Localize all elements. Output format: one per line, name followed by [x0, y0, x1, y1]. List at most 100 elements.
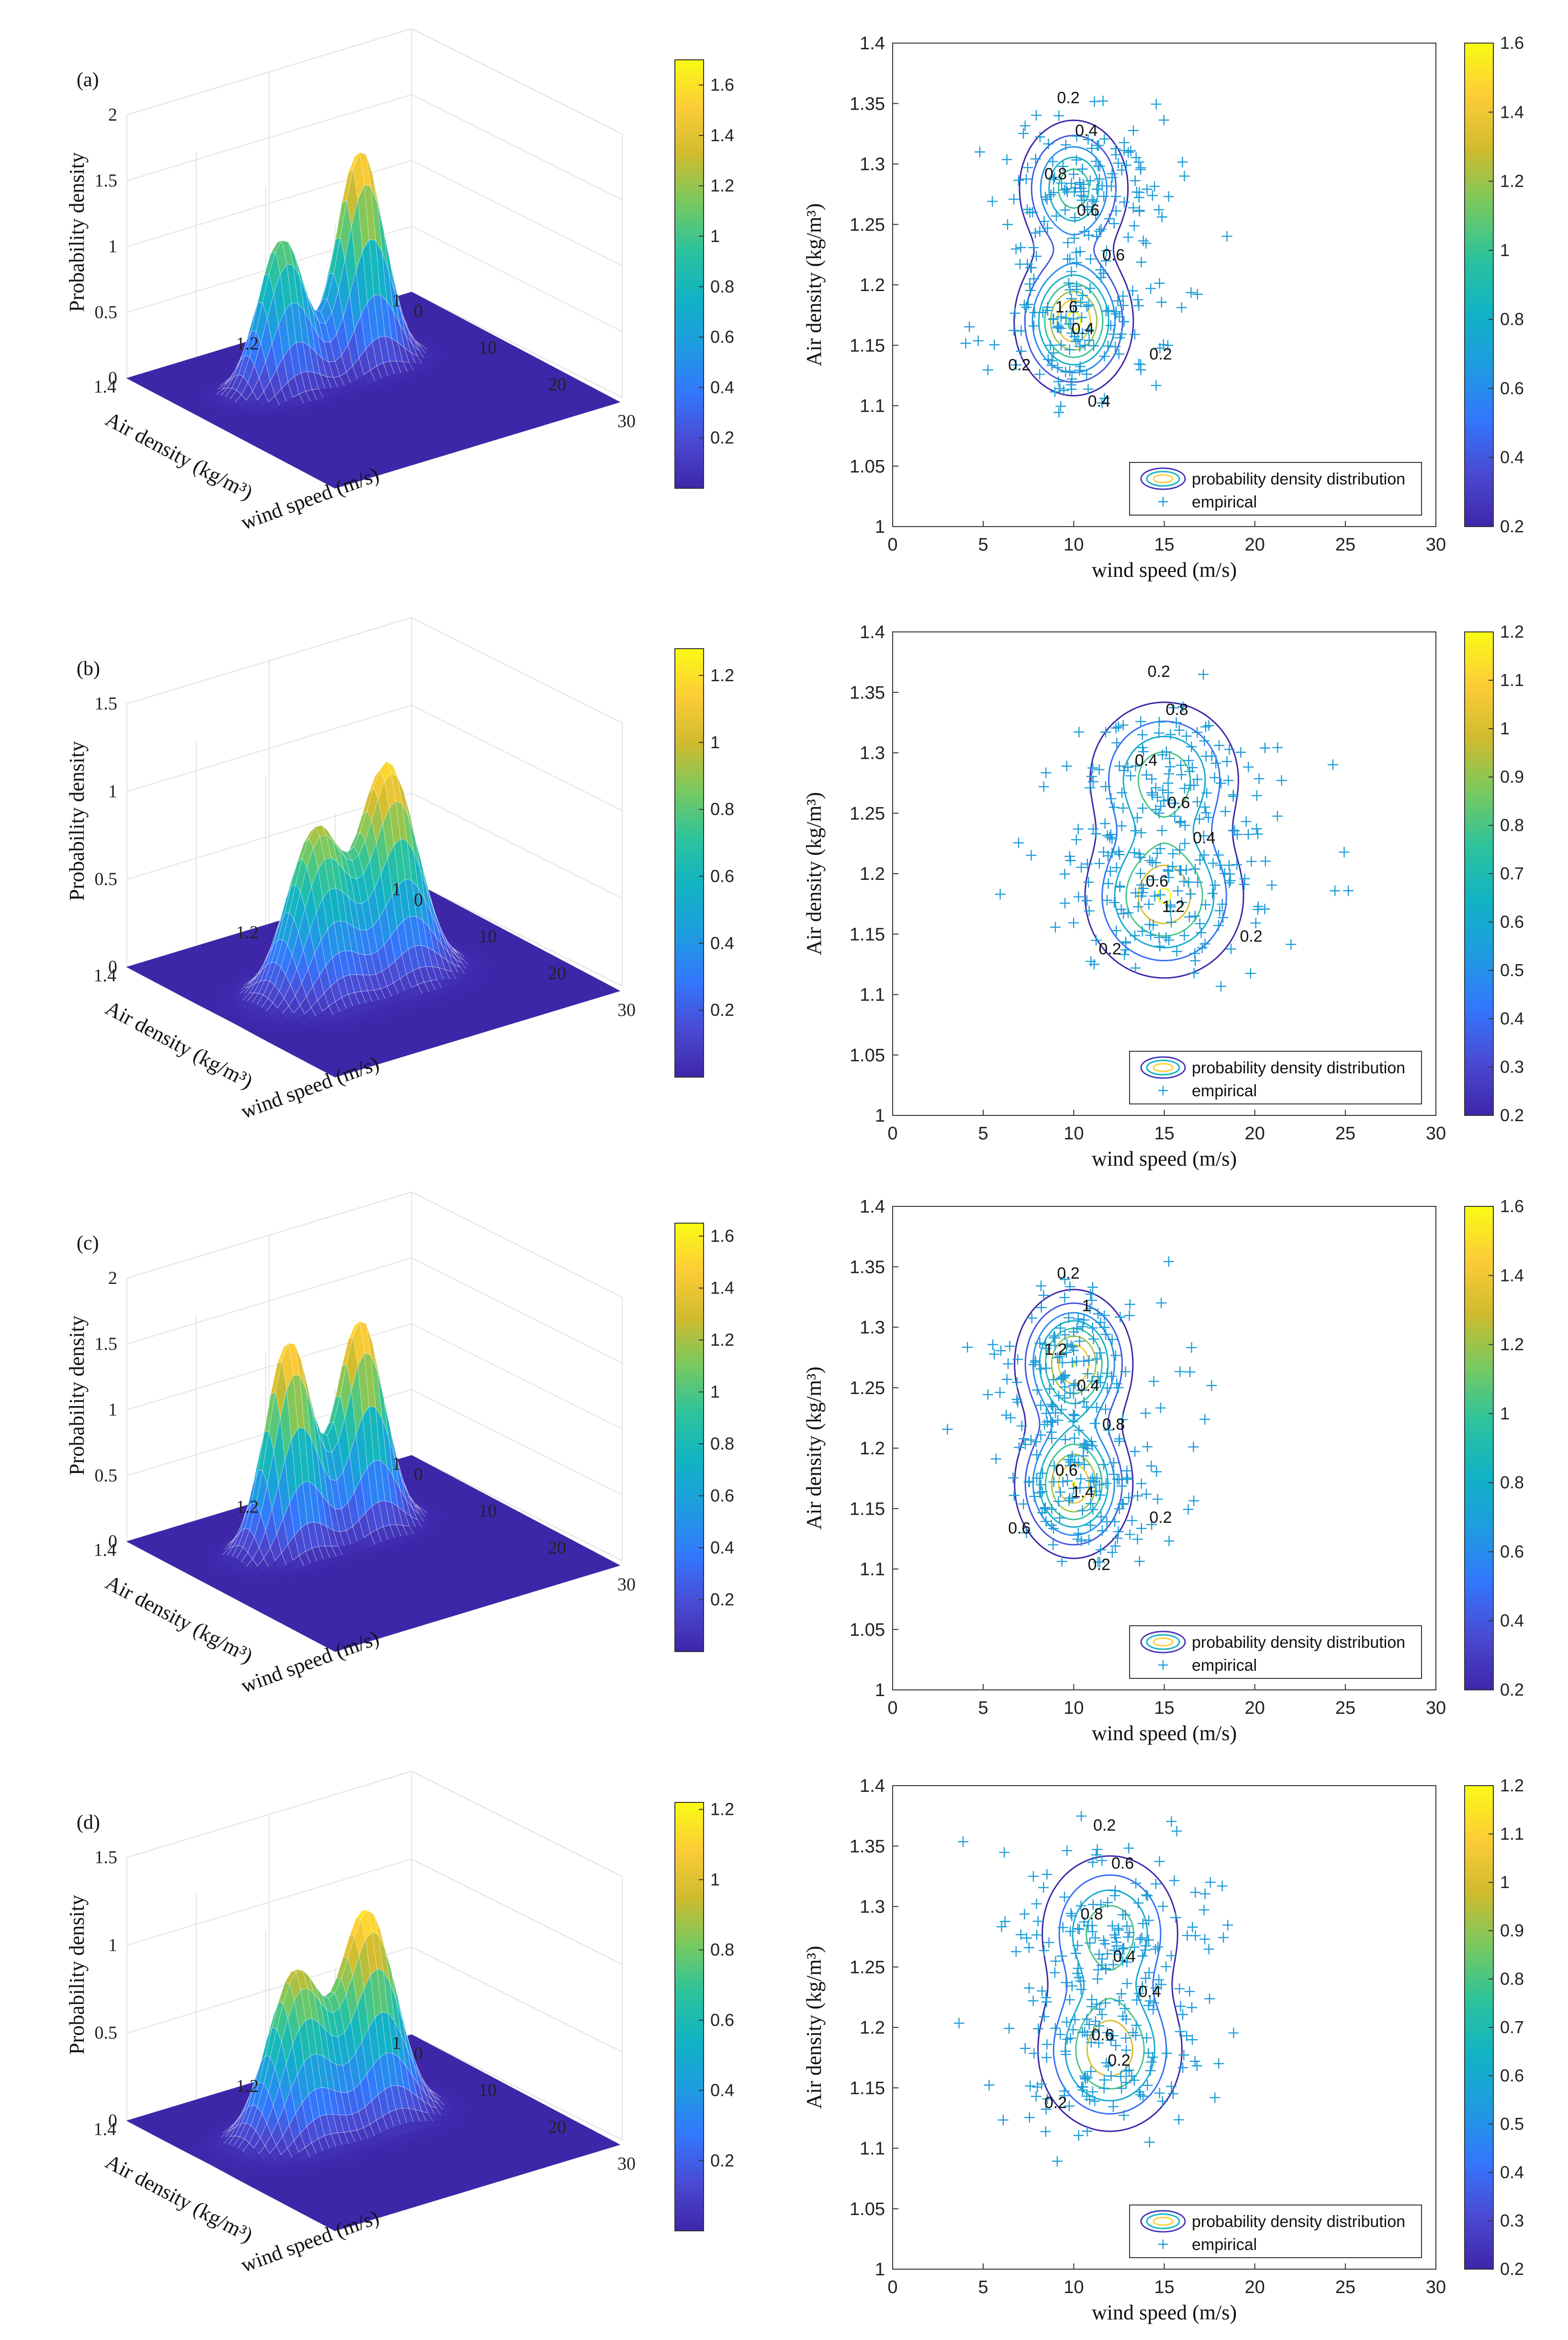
contour-label: 0.2: [1098, 940, 1121, 958]
y-tick-label: 1.4: [94, 966, 117, 986]
y-tick-label: 1.2: [236, 334, 259, 354]
colorbar-tick-label: 0.2: [1500, 517, 1524, 536]
contour-colorbar: [1464, 43, 1494, 527]
panel-label: (b): [77, 658, 100, 680]
x-tick-label: 10: [479, 338, 497, 358]
contour-label: 0.8: [1165, 701, 1188, 719]
colorbar-tick-label: 0.2: [1500, 1105, 1524, 1125]
y-tick-label: 1.4: [860, 34, 885, 54]
colorbar-tick-label: 0.2: [710, 428, 734, 448]
y-tick-label: 1.25: [850, 804, 885, 824]
x-tick-label: 30: [617, 1000, 636, 1020]
y-tick-label: 1.4: [94, 377, 117, 397]
y-tick-label: 1.4: [860, 622, 885, 642]
y-tick-label: 1.2: [860, 864, 885, 884]
colorbar-tick-label: 1: [710, 732, 720, 752]
panel-label: (a): [77, 69, 99, 91]
contour-label: 0.4: [1075, 122, 1098, 140]
x-tick-label: 10: [479, 927, 497, 947]
y-tick-label: 1.35: [850, 94, 885, 114]
z-gridline: [126, 617, 623, 723]
colorbar-tick-label: 0.9: [1500, 767, 1524, 787]
colorbar-tick-label: 0.8: [710, 799, 734, 819]
x-tick-label: 30: [1426, 1124, 1446, 1144]
x-tick-label: 0: [414, 890, 423, 910]
y-tick-label: 1.05: [850, 457, 885, 477]
surface-colorbar: [674, 59, 704, 489]
z-tick-label: 0.5: [95, 303, 118, 323]
colorbar-tick-label: 0.6: [1500, 378, 1524, 398]
contour-label: 0.6: [1102, 246, 1125, 264]
contour-label: 0.4: [1135, 752, 1157, 770]
surface-colorbar: [674, 648, 704, 1078]
y-tick-label: 1.2: [236, 922, 259, 943]
y-axis-label: Air density (kg/m³): [802, 203, 826, 367]
z-gridline: [126, 1191, 623, 1298]
y-tick-label: 1.35: [850, 683, 885, 703]
z-tick-label: 0.5: [95, 869, 118, 889]
colorbar-tick-label: 0.6: [1500, 912, 1524, 932]
y-tick-label: 1.2: [860, 275, 885, 295]
contour-label: 0.2: [1240, 927, 1262, 945]
legend-label-empirical: empirical: [1192, 493, 1257, 511]
colorbar-tick-label: 0.8: [1500, 309, 1524, 329]
colorbar-tick-label: 1.4: [1500, 102, 1524, 122]
colorbar-tick-label: 1.6: [1500, 33, 1524, 53]
z-axis-label: Probability density: [65, 152, 89, 312]
contour-label: 0.2: [1008, 356, 1030, 374]
colorbar-tick-label: 1: [710, 226, 720, 246]
colorbar-tick-label: 0.8: [710, 277, 734, 296]
x-tick-label: 20: [1245, 1124, 1265, 1144]
y-tick-label: 1.3: [860, 155, 885, 175]
colorbar-tick-label: 0.7: [1500, 864, 1524, 883]
x-tick-label: 20: [1245, 535, 1265, 555]
z-tick-label: 2: [108, 105, 117, 125]
z-tick-label: 1.5: [95, 694, 118, 714]
x-tick-label: 30: [1426, 535, 1446, 555]
x-tick-label: 0: [887, 1124, 897, 1144]
x-tick-label: 30: [617, 411, 636, 431]
colorbar-tick-label: 1.1: [1500, 670, 1524, 690]
y-axis-label: Air density (kg/m³): [802, 792, 826, 956]
x-tick-label: 0: [414, 301, 423, 321]
colorbar-tick-label: 1: [1500, 719, 1510, 738]
contour-label: 1.2: [1162, 898, 1185, 916]
x-tick-label: 25: [1335, 1124, 1355, 1144]
z-axis-label: Probability density: [65, 741, 89, 901]
x-tick-label: 5: [978, 1124, 988, 1144]
surface-mesh: [126, 1320, 621, 1652]
colorbar-tick-label: 0.8: [1500, 815, 1524, 835]
z-gridline: [126, 1257, 623, 1364]
y-tick-label: 1.1: [860, 985, 885, 1005]
x-axis-label: wind speed (m/s): [1092, 558, 1237, 582]
x-axis-label: wind speed (m/s): [1092, 1147, 1237, 1170]
colorbar-tick-label: 1.2: [710, 176, 734, 195]
colorbar-tick-label: 1.4: [710, 125, 734, 145]
colorbar-tick-label: 0.5: [1500, 960, 1524, 980]
colorbar-tick-label: 1.6: [710, 75, 734, 95]
contour-label: 0.4: [1088, 392, 1110, 410]
y-tick-label: 1.15: [850, 924, 885, 945]
y-tick-label: 1.3: [860, 743, 885, 764]
colorbar-tick-label: 0.4: [1500, 448, 1524, 467]
z-tick-label: 1: [108, 781, 117, 801]
colorbar-tick-label: 0.6: [710, 327, 734, 347]
contour-label: 0.6: [1167, 794, 1190, 812]
colorbar-tick-label: 0.3: [1500, 1057, 1524, 1077]
colorbar-tick-label: 0.6: [710, 866, 734, 886]
y-tick-label: 1: [875, 517, 885, 537]
contour-plot-a: 0.20.40.80.60.61.60.40.20.20.40 5 10 15 20 25…: [802, 33, 1524, 582]
contour-label: 0.2: [1148, 663, 1170, 681]
colorbar-tick-label: 1: [1500, 240, 1510, 260]
contour-label: 0.4: [1193, 829, 1215, 847]
z-tick-label: 1.5: [95, 171, 118, 191]
surface-mesh: [126, 761, 621, 1078]
legend: probability density distributionempirica…: [1129, 1051, 1422, 1104]
x-tick-label: 15: [1154, 535, 1174, 555]
x-tick-label: 5: [978, 535, 988, 555]
colorbar-tick-label: 0.4: [710, 933, 734, 953]
